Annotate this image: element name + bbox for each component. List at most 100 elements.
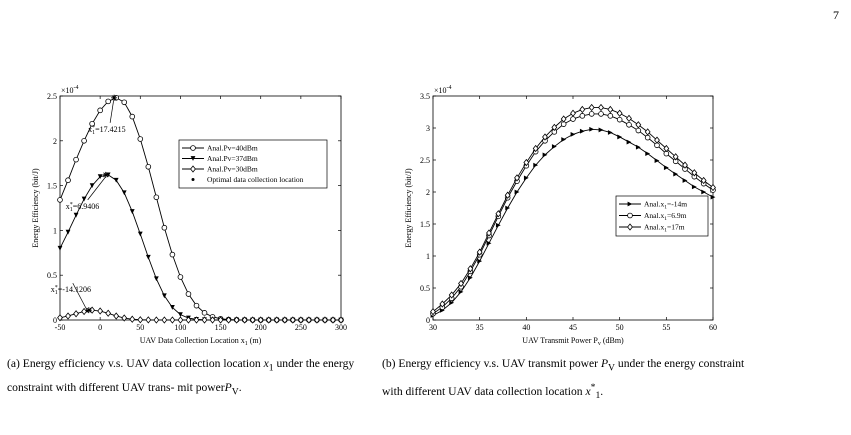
chart-b-series-2-point	[626, 114, 632, 123]
chart-b-series-0-point	[477, 258, 483, 264]
caption-a-math-sub: 1	[268, 362, 274, 374]
chart-a-series-2-point	[161, 316, 168, 324]
chart-a-series-1-point	[89, 183, 95, 188]
chart-b-series-2-point	[607, 105, 614, 114]
chart-b-ytick-label: 1	[426, 252, 430, 261]
chart-b-series-0-point	[486, 240, 492, 246]
chart-a-series-2-point	[330, 316, 336, 324]
chart-a-optimal-label-2: x* 1=-14.1206	[51, 285, 91, 296]
chart-a-series-2-point	[177, 316, 184, 324]
chart-a-optimal-arrow-2	[72, 282, 89, 313]
chart-b-series-2-point	[439, 300, 446, 308]
chart-a-series-0-point	[121, 99, 128, 106]
chart-a-series-0-point	[129, 113, 136, 120]
chart-a-xtick-label: 200	[255, 323, 267, 332]
chart-a-series-0-point	[145, 163, 152, 170]
chart-b-series-2-point	[616, 109, 623, 117]
chart-b-series-2-point	[654, 136, 660, 144]
chart-a-xtick-label: 0	[98, 323, 102, 332]
chart-a-series-2-point	[185, 316, 192, 324]
chart-b-series-1-point	[616, 116, 623, 123]
caption-a-text-start: (a) Energy efficiency v.s. UAV data coll…	[7, 357, 264, 370]
chart-a-energy-vs-location: -50 0 50 100 150 200 250 30000.511.522.5×10-4UA…	[31, 85, 347, 347]
chart-b-ytick-label: 2.5	[420, 156, 430, 165]
chart-a-series-2-point	[145, 316, 152, 324]
chart-a-series-2-point	[281, 316, 288, 324]
chart-b-series-0-point	[617, 134, 623, 140]
chart-b-energy-vs-power: 30 35 40 45 50 55 60 0 0.5 1 1.5 2 2.5 3 3.5 ×10-4 UAV T…	[404, 85, 717, 347]
chart-a-series-0-point	[137, 136, 144, 142]
chart-b-legend-marker-0	[627, 201, 633, 207]
chart-b-series-2-point	[700, 176, 707, 185]
chart-b-xtick-label: 45	[569, 323, 577, 332]
chart-a-series-0-point	[185, 291, 192, 297]
chart-a-series-1-point	[81, 196, 87, 202]
chart-b-series-2-point	[635, 121, 642, 129]
chart-a-ylabel: Energy Efficiency (bit/J)	[31, 168, 40, 248]
chart-b-ytick-label: 3	[426, 124, 430, 133]
chart-b-series-0-point	[523, 175, 529, 181]
chart-a-xtick-label: -50	[55, 323, 66, 332]
chart-b-ytick-label: 0	[426, 316, 430, 325]
caption-a-text-end: .	[238, 381, 242, 395]
chart-b-legend-label-2: Anal.x1=17m	[644, 223, 685, 234]
chart-b-series-2-point	[542, 133, 548, 141]
chart-b-series-2-point	[458, 279, 464, 288]
chart-b-series-1-point	[607, 113, 614, 119]
caption-a: (a) Energy efficiency v.s. UAV data coll…	[7, 354, 379, 403]
chart-b-series-0-point	[458, 289, 464, 295]
chart-a-series-0-point	[73, 156, 79, 163]
chart-b-series-2-point	[570, 109, 576, 117]
chart-b-series-2-point	[598, 103, 604, 112]
chart-a-ytick-label: 0.5	[47, 271, 57, 280]
chart-b-series-2-point	[691, 169, 698, 177]
chart-a-series-2-point	[265, 316, 272, 324]
chart-a-series-2-point	[105, 309, 112, 317]
chart-a-series-1-point	[65, 229, 71, 235]
chart-a-series-2-point	[241, 316, 248, 324]
chart-a-legend-marker-0	[190, 145, 196, 151]
chart-a-series-1-point	[73, 212, 79, 218]
chart-a-series-1-point	[170, 305, 175, 310]
chart-a-y-multiplier: ×10-4	[61, 85, 79, 95]
chart-b-legend-label-1: Anal.x1=6.9m	[644, 211, 687, 222]
chart-a-series-0-point	[193, 302, 200, 309]
chart-a-legend-label-0: Anal.Pv=40dBm	[207, 144, 258, 153]
chart-b-xtick-label: 50	[616, 323, 624, 332]
chart-b-ytick-label: 3.5	[420, 92, 430, 101]
chart-b-series-2-point	[579, 105, 586, 114]
chart-a-series-2-point	[57, 314, 63, 322]
chart-a-series-0-point	[201, 310, 208, 316]
chart-b-series-0-point	[654, 158, 660, 164]
chart-a-xtick-label: 150	[215, 323, 227, 332]
chart-b-series-0-point	[579, 128, 585, 134]
chart-a-series-0-point	[81, 137, 87, 144]
caption-a-math-x: x	[263, 357, 269, 370]
chart-b-series-0-point	[701, 189, 707, 195]
chart-a-series-2-point	[257, 316, 264, 324]
chart-b-series-2-point	[467, 265, 474, 273]
chart-a-series-0-point	[177, 274, 184, 280]
chart-b-series-2	[430, 103, 716, 316]
page-number: 7	[833, 8, 839, 22]
chart-a-series-2-point	[97, 307, 104, 315]
chart-a-series-2-point	[273, 316, 280, 324]
chart-b-ytick-label: 2	[426, 188, 430, 197]
chart-b-series-1-point	[570, 116, 576, 122]
caption-b-math-p: P	[600, 357, 609, 370]
caption-b-math-sub: V	[608, 362, 616, 374]
chart-a-xtick-label: 250	[295, 323, 307, 332]
chart-a-legend-marker-2	[190, 165, 196, 173]
chart-b-xtick-label: 40	[522, 323, 530, 332]
chart-a-series-0-point	[97, 107, 103, 114]
chart-b-series-0-point	[691, 184, 697, 190]
chart-a-series-1-point	[137, 231, 143, 237]
chart-a-series-1-point	[129, 209, 135, 214]
chart-a-series-2-point	[193, 316, 200, 324]
chart-a-series-1-point	[145, 254, 151, 260]
chart-b-series-2-point	[448, 291, 455, 299]
chart-a-xtick-label: 100	[174, 323, 186, 332]
chart-a-optimal-point-0	[111, 94, 118, 101]
chart-b-series-0-point	[645, 151, 651, 156]
